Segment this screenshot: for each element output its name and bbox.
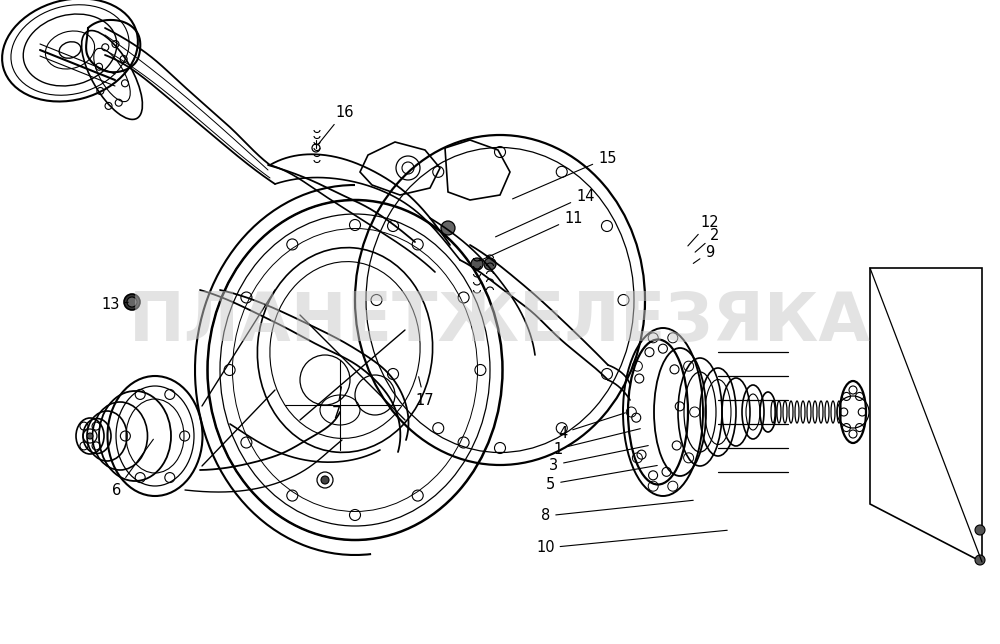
Text: ПЛАНЕТЖЕЛЕЗЯКА: ПЛАНЕТЖЕЛЕЗЯКА	[129, 289, 871, 355]
Circle shape	[975, 555, 985, 565]
Text: 2: 2	[695, 227, 719, 252]
Text: 5: 5	[546, 466, 657, 491]
Text: 7: 7	[332, 387, 341, 421]
Circle shape	[127, 297, 137, 307]
Circle shape	[321, 476, 329, 484]
Text: 10: 10	[536, 530, 727, 556]
Text: 11: 11	[480, 211, 582, 261]
Text: 12: 12	[688, 214, 719, 246]
Text: 17: 17	[415, 377, 434, 408]
Text: 6: 6	[112, 439, 153, 498]
Text: 4: 4	[558, 413, 625, 440]
Circle shape	[441, 221, 455, 235]
Circle shape	[87, 433, 93, 439]
Text: 16: 16	[318, 104, 354, 145]
Circle shape	[471, 258, 483, 270]
Text: 9: 9	[693, 245, 714, 263]
Text: 3: 3	[549, 446, 648, 473]
Text: 15: 15	[513, 151, 616, 199]
Text: 8: 8	[541, 500, 693, 524]
Circle shape	[124, 294, 140, 310]
Text: 14: 14	[496, 189, 594, 237]
Text: 13: 13	[101, 296, 128, 312]
Circle shape	[484, 258, 496, 270]
Circle shape	[975, 525, 985, 535]
Text: 1: 1	[553, 429, 640, 457]
